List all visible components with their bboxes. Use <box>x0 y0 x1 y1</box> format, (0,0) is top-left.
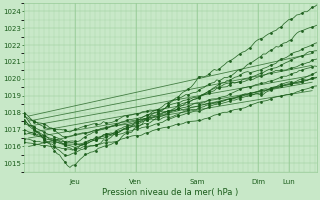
X-axis label: Pression niveau de la mer( hPa ): Pression niveau de la mer( hPa ) <box>102 188 238 197</box>
